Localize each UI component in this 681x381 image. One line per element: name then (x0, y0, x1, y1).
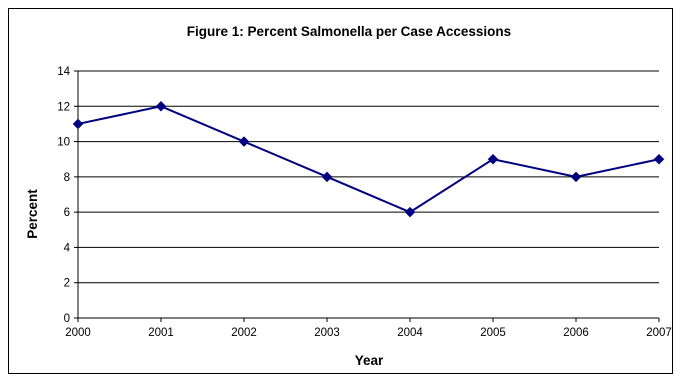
x-tick-label: 2001 (148, 327, 174, 339)
y-tick-label: 2 (64, 278, 70, 290)
data-point-marker (404, 206, 416, 218)
chart-title: Figure 1: Percent Salmonella per Case Ac… (187, 24, 511, 39)
y-tick-label: 12 (57, 101, 70, 113)
y-axis-label: Percent (25, 189, 40, 239)
gridlines (74, 70, 660, 322)
series-line (77, 105, 660, 214)
x-axis-label: Year (355, 353, 384, 368)
y-tick-label: 14 (57, 66, 70, 78)
x-tick-label: 2007 (646, 327, 672, 339)
data-point-marker (238, 136, 250, 147)
data-point-marker (570, 171, 582, 183)
chart-frame (8, 8, 673, 374)
x-tick-label: 2005 (480, 327, 506, 339)
y-axis-tick-labels: 0 2 4 6 8 10 12 14 (57, 66, 70, 325)
y-tick-label: 10 (57, 137, 70, 149)
data-point-marker (321, 171, 333, 183)
x-tick-label: 2004 (397, 327, 423, 339)
y-tick-label: 4 (64, 242, 71, 254)
data-point-marker (487, 153, 499, 165)
y-tick-label: 6 (64, 207, 70, 219)
series-layer (72, 100, 665, 218)
x-tick-label: 2002 (231, 327, 257, 339)
y-tick-label: 8 (64, 172, 70, 184)
y-tick-label: 0 (64, 313, 70, 325)
data-point-marker (155, 100, 167, 112)
x-tick-label: 2006 (563, 327, 589, 339)
x-axis-tick-labels: 2000 2001 2002 2003 2004 2005 2006 2007 (65, 327, 672, 339)
x-tick-label: 2000 (65, 327, 91, 339)
x-tick-label: 2003 (314, 327, 340, 339)
data-point-marker (653, 153, 665, 165)
data-point-marker (72, 118, 84, 130)
